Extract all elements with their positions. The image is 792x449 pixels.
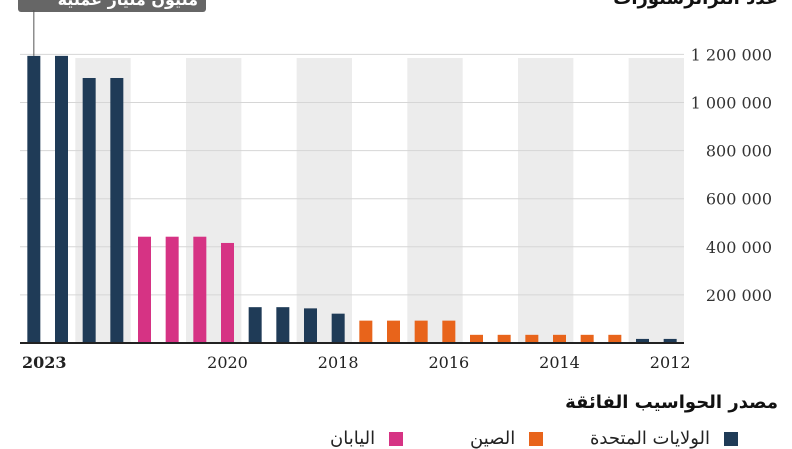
source-title: مصدر الحواسيب الفائقة [565,392,778,413]
bar[interactable] [331,313,345,343]
legend-label-usa: الولايات المتحدة [590,428,711,449]
x-tick-label: 2016 [428,353,469,372]
x-tick-label: 2014 [539,353,580,372]
bar[interactable] [553,334,566,343]
bar[interactable] [165,236,179,343]
bar[interactable] [221,242,234,343]
year-band [407,58,463,343]
legend-label-japan: اليابان [330,428,376,449]
legend-swatch-japan [388,432,403,446]
bar[interactable] [359,320,373,343]
legend: الولايات المتحدة الصين اليابان [0,424,792,449]
bar[interactable] [525,334,539,343]
legend-item-usa: الولايات المتحدة [590,428,738,449]
bar[interactable] [82,77,96,343]
legend-item-china: الصين [470,428,543,449]
tooltip-text: مليون مليار عملية [58,0,198,9]
x-tick-label: 2020 [207,353,248,372]
top-right-label: عدد الترانزستورات [613,0,778,9]
bar[interactable] [55,55,68,343]
y-tick-label: 1 200 000 [691,45,772,64]
legend-swatch-usa [723,432,738,446]
x-tick-label: 2023 [22,353,67,372]
legend-label-china: الصين [470,428,516,449]
bar[interactable] [193,236,207,343]
bar[interactable] [304,308,317,343]
tooltip: مليون مليار عملية [18,0,206,12]
bar[interactable] [110,77,124,343]
y-tick-label: 400 000 [706,238,772,257]
bar[interactable] [608,334,622,343]
y-tick-label: 800 000 [706,142,772,161]
bar[interactable] [497,334,511,343]
bar[interactable] [442,320,456,343]
bar[interactable] [27,55,41,343]
y-tick-label: 1 000 000 [691,94,772,113]
legend-swatch-china [528,432,543,446]
y-tick-label: 200 000 [706,286,772,305]
bar[interactable] [580,334,594,343]
year-band [628,58,684,343]
bar[interactable] [276,307,290,343]
bar[interactable] [663,338,677,343]
bar[interactable] [470,334,483,343]
y-tick-label: 600 000 [706,190,772,209]
year-band [296,58,352,343]
year-band [518,58,574,343]
x-tick-label: 2012 [650,353,691,372]
x-tick-label: 2018 [318,353,359,372]
bar[interactable] [138,236,151,343]
legend-item-japan: اليابان [330,428,403,449]
bar[interactable] [636,338,649,343]
bar[interactable] [414,320,428,343]
bar[interactable] [248,307,262,343]
bar[interactable] [387,320,400,343]
